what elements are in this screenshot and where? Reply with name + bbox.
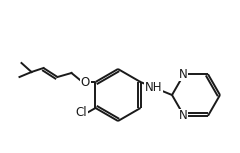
Text: O: O [81, 75, 90, 88]
Text: NH: NH [145, 81, 162, 94]
Text: N: N [179, 109, 187, 122]
Text: Cl: Cl [76, 106, 87, 119]
Text: N: N [179, 68, 187, 81]
